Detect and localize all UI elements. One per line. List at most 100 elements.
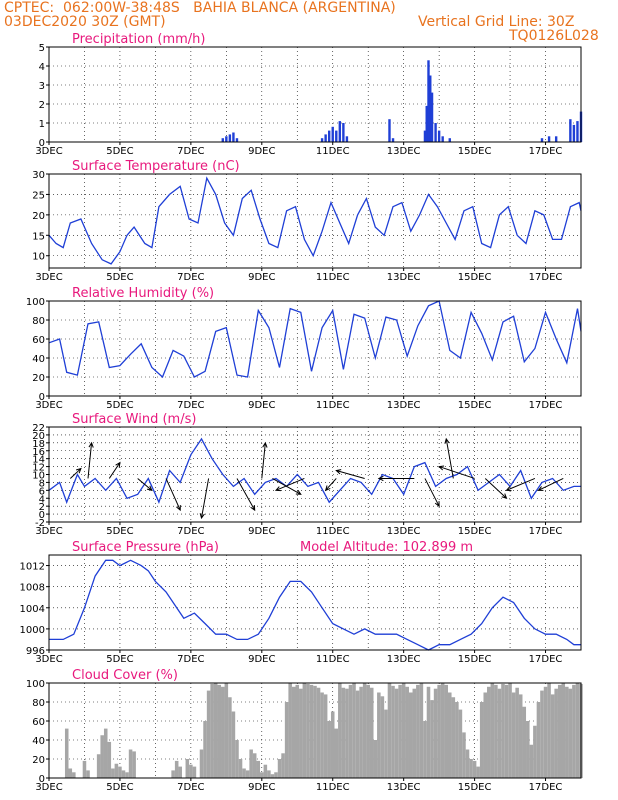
cloud-bar [185,759,190,778]
y-tick-label: 1012 [20,562,45,573]
y-tick-label: 60 [32,335,45,346]
precip-bar [576,121,579,142]
cloud-bar [242,768,246,778]
cloud-bar [526,721,530,778]
precip-bar [429,75,432,142]
x-tick-label: 9DEC [248,526,275,537]
y-tick-label: 4 [39,494,45,505]
wind-arrow [165,478,181,512]
cloud-bar [114,763,119,778]
cloud-bar [171,770,175,778]
y-tick-label: 100 [26,297,45,308]
y-tick-label: 80 [32,698,45,709]
precip-bar [434,123,437,142]
x-tick-label: 15DEC [458,654,492,665]
x-tick-label: 13DEC [387,146,421,157]
x-tick-label: 17DEC [529,654,563,665]
x-tick-label: 13DEC [387,526,421,537]
cloud-bar [299,688,303,778]
cloud-bar [103,728,108,778]
y-tick-label: -2 [35,518,45,529]
precip-bar [327,130,331,142]
x-tick-label: 3DEC [35,526,62,537]
cloud-bar [256,760,261,778]
precip-bar [391,138,395,142]
y-tick-label: 5 [39,43,45,54]
precip-bar [228,134,232,142]
cloud-bar [352,683,356,778]
y-tick-label: 4 [39,62,45,73]
cloud-bar [448,692,452,778]
x-tick-label: 5DEC [106,782,133,793]
cloud-bar [306,683,310,778]
cloud-bar [575,683,580,778]
panel-title: Precipitation (mm/h) [72,32,205,47]
cloud-bar [458,709,463,778]
precip-bar [569,119,572,142]
cloud-bar [245,770,250,778]
cloud-bar [313,685,317,778]
x-tick-label: 17DEC [529,526,563,537]
x-tick-label: 3DEC [35,146,62,157]
cloud-bar [178,766,182,778]
wind-arrow [87,441,94,479]
cloud-bar [330,711,335,778]
wind-arrow [505,477,536,492]
cloud-bar [561,683,566,778]
x-tick-label: 15DEC [458,272,492,283]
y-tick-label: 10 [32,471,45,482]
cloud-bar [401,683,406,778]
x-tick-label: 3DEC [35,400,62,411]
wind-arrow [424,478,440,508]
y-tick-label: 3 [39,81,45,92]
precip-bar [448,138,451,142]
cloud-bar [359,686,363,778]
cloud-bar [118,766,122,778]
plot-frame [48,173,582,269]
cloud-bar [68,768,73,778]
cloud-bar [345,688,349,778]
y-tick-label: 0 [39,392,45,403]
cloud-bar [369,687,374,778]
panel-title: Surface Wind (m/s) [72,412,196,427]
panel-5 [46,554,582,653]
cloud-bar [377,692,381,778]
plot-frame [48,682,582,779]
cloud-bar [554,688,558,778]
cloud-bar [490,683,495,778]
cloud-bar [529,744,534,778]
cloud-bar [338,683,342,778]
x-tick-label: 11DEC [316,400,350,411]
y-tick-label: 2 [39,502,45,513]
cloud-bar [274,772,278,778]
cloud-bar [487,686,491,778]
cloud-bar [277,759,282,778]
precip-bar [324,134,327,142]
cloud-bar [565,686,569,778]
x-tick-label: 13DEC [387,654,421,665]
cloud-bar [394,688,399,778]
cloud-bar [472,760,477,778]
cloud-bar [398,684,402,778]
cloud-bar [100,735,104,778]
precip-bar [225,136,228,142]
y-tick-label: 20 [32,755,45,766]
cloud-bar [224,683,229,778]
cloud-bar [270,774,275,778]
x-tick-label: 5DEC [106,654,133,665]
precip-bar [427,60,430,142]
cloud-bar [416,684,420,778]
y-tick-label: 20 [32,211,45,222]
y-tick-label: 15 [32,231,45,242]
panel-title: Cloud Cover (%) [72,668,178,683]
precip-bar [342,123,345,142]
cloud-bar [426,686,431,778]
panel-6 [46,682,583,781]
y-tick-label: 100 [26,679,45,690]
cloud-bar [189,764,193,778]
cloud-bar [469,759,473,778]
y-tick-label: 2 [39,100,45,111]
precip-bar [338,121,342,142]
cloud-bar [281,753,285,778]
